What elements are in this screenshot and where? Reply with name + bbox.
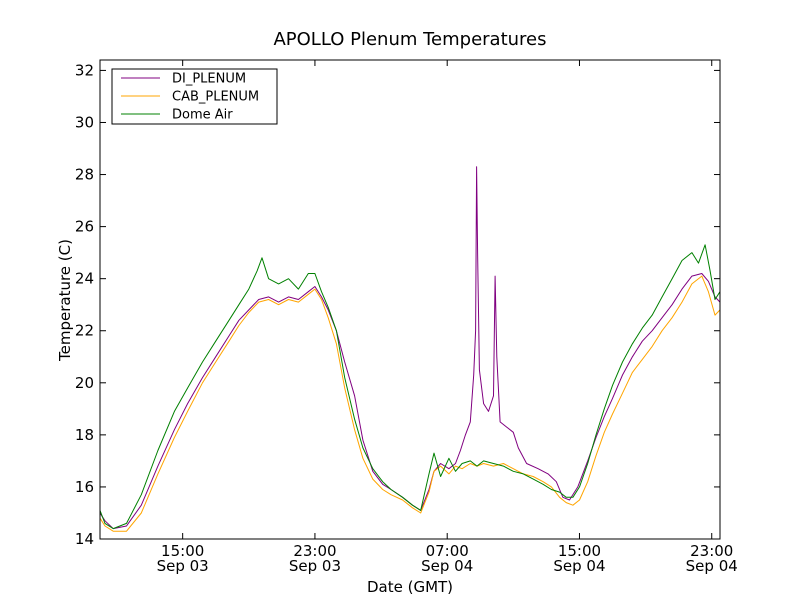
x-tick-date-1: Sep 03 bbox=[289, 557, 341, 575]
x-tick-time-3: 15:00 bbox=[558, 542, 601, 560]
series-layer bbox=[99, 166, 721, 532]
x-tick-time-0: 15:00 bbox=[161, 542, 204, 560]
series-line-1 bbox=[99, 275, 721, 532]
x-tick-time-1: 23:00 bbox=[293, 542, 336, 560]
x-tick-date-0: Sep 03 bbox=[157, 557, 209, 575]
legend-label-0: DI_PLENUM bbox=[172, 72, 246, 87]
x-tick-date-3: Sep 04 bbox=[553, 557, 605, 575]
chart-title: APOLLO Plenum Temperatures bbox=[273, 29, 546, 50]
x-tick-date-2: Sep 04 bbox=[421, 557, 473, 575]
y-tick-label-2: 18 bbox=[75, 426, 94, 444]
y-tick-label-7: 28 bbox=[75, 166, 94, 184]
x-axis-label: Date (GMT) bbox=[367, 578, 453, 596]
y-tick-label-5: 24 bbox=[75, 270, 94, 288]
y-tick-label-1: 16 bbox=[75, 478, 94, 496]
legend-label-1: CAB_PLENUM bbox=[172, 90, 259, 105]
y-tick-label-8: 30 bbox=[75, 113, 94, 131]
y-tick-label-9: 32 bbox=[75, 61, 94, 79]
plot-area bbox=[100, 60, 720, 539]
series-line-0 bbox=[99, 166, 721, 530]
x-tick-time-4: 23:00 bbox=[690, 542, 733, 560]
y-tick-label-0: 14 bbox=[75, 530, 94, 548]
y-tick-label-6: 26 bbox=[75, 218, 94, 236]
y-tick-label-4: 22 bbox=[75, 322, 94, 340]
legend: DI_PLENUM CAB_PLENUM Dome Air bbox=[111, 68, 278, 125]
plot-frame bbox=[99, 59, 721, 540]
legend-label-2: Dome Air bbox=[172, 108, 233, 123]
x-tick-date-4: Sep 04 bbox=[686, 557, 738, 575]
x-tick-time-2: 07:00 bbox=[426, 542, 469, 560]
y-axis-label: Temperature (C) bbox=[56, 239, 74, 362]
series-line-2 bbox=[99, 244, 721, 530]
y-tick-label-3: 20 bbox=[75, 374, 94, 392]
